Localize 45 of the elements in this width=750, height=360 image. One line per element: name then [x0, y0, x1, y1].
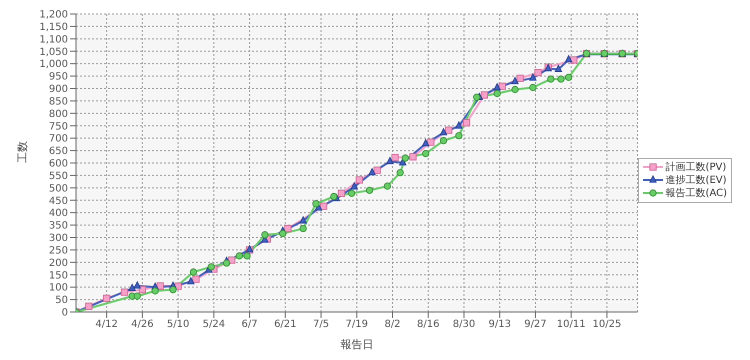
x-tick-label: 6/7: [242, 319, 258, 330]
x-tick-label: 8/30: [452, 319, 476, 330]
y-tick-label: 500: [48, 183, 68, 194]
y-tick-label: 350: [48, 220, 68, 232]
x-tick-label: 8/16: [417, 319, 440, 330]
x-tick-label: 8/2: [384, 319, 401, 330]
y-tick-label: 550: [48, 170, 68, 182]
x-tick-label: 9/13: [488, 319, 511, 330]
x-axis-title: 報告日: [340, 338, 374, 351]
y-tick-label: 900: [48, 84, 68, 96]
y-tick-label: 1,000: [39, 59, 68, 70]
x-tick-label: 10/11: [556, 319, 586, 330]
y-tick-label: 1,200: [39, 10, 68, 21]
y-tick-label: 0: [62, 308, 68, 319]
y-axis-title: 工数: [16, 141, 29, 163]
y-tick-label: 600: [48, 158, 68, 170]
y-tick-label: 1,050: [39, 46, 68, 58]
x-tick-label: 5/24: [202, 319, 226, 330]
x-tick-label: 10/25: [592, 319, 622, 330]
y-tick-label: 1,150: [39, 22, 68, 33]
y-tick-label: 200: [48, 258, 68, 269]
x-tick-label: 6/21: [274, 319, 297, 330]
legend-label: 計画工数(PV): [666, 160, 726, 174]
y-tick-label: 650: [48, 146, 68, 158]
x-tick-label: 9/27: [524, 319, 547, 330]
y-tick-label: 1,100: [39, 34, 68, 46]
y-tick-label: 950: [48, 72, 68, 83]
y-tick-label: 50: [55, 295, 68, 306]
legend-label: 進捗工数(EV): [666, 174, 727, 186]
y-tick-label: 150: [48, 270, 68, 282]
y-tick-label: 450: [48, 196, 68, 207]
x-tick-label: 4/12: [95, 319, 118, 330]
x-tick-label: 5/10: [166, 319, 190, 330]
legend-label: 報告工数(AC): [666, 186, 727, 200]
x-tick-label: 7/5: [312, 319, 330, 330]
x-tick-label: 4/26: [131, 319, 154, 330]
y-tick-label: 400: [48, 208, 68, 220]
y-tick-label: 700: [48, 134, 68, 145]
y-tick-label: 800: [48, 108, 68, 120]
x-tick-label: 7/19: [346, 319, 368, 330]
y-tick-label: 100: [48, 282, 68, 294]
y-tick-label: 250: [48, 245, 68, 256]
y-tick-label: 300: [48, 233, 68, 244]
y-tick-label: 750: [48, 121, 68, 132]
y-tick-label: 850: [48, 96, 68, 108]
